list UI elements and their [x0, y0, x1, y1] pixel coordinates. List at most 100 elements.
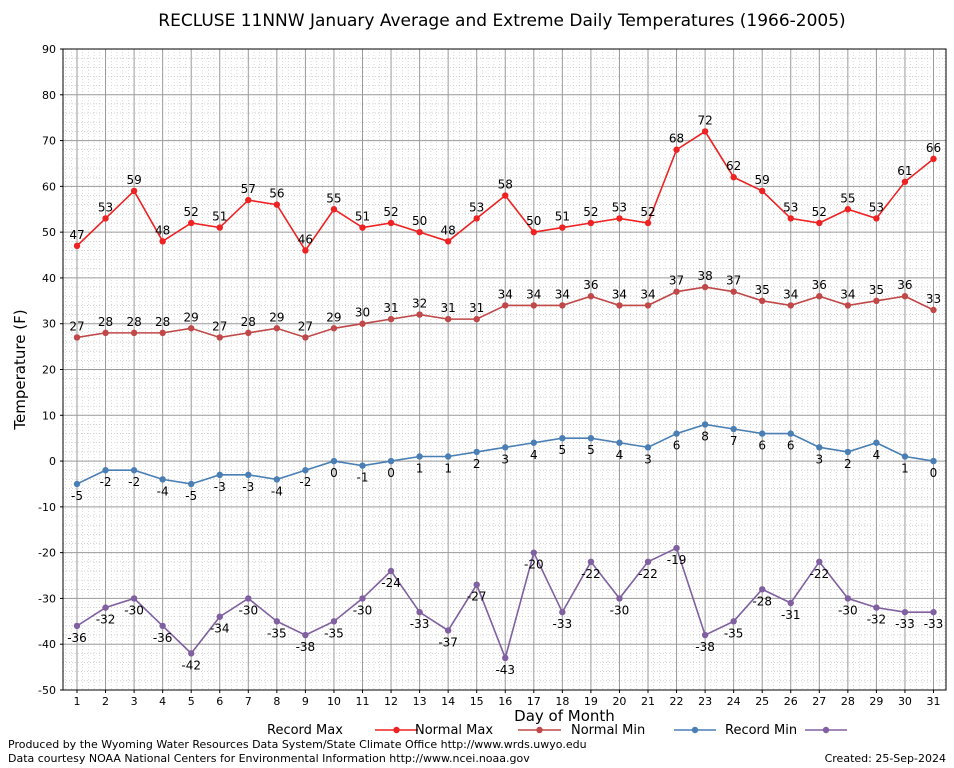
y-tick-label: 80	[42, 89, 56, 102]
legend-label: Normal Min	[571, 723, 645, 738]
y-tick-label: 30	[42, 318, 56, 331]
data-label: -32	[96, 613, 116, 627]
data-label: 7	[730, 434, 738, 448]
data-label: -30	[838, 603, 858, 617]
data-point	[759, 586, 766, 593]
data-label: 3	[501, 452, 509, 466]
major-grid	[63, 48, 946, 691]
x-tick-label: 17	[527, 695, 541, 708]
data-label: -30	[353, 603, 373, 617]
data-label: -22	[581, 567, 601, 581]
data-label: -30	[238, 603, 258, 617]
data-point	[330, 457, 338, 465]
data-label: 6	[758, 439, 766, 453]
legend-entry: Record Max	[267, 723, 418, 738]
data-point	[73, 480, 81, 488]
data-point	[216, 224, 223, 231]
data-point	[302, 247, 309, 254]
x-tick-label: 31	[927, 695, 941, 708]
data-point	[359, 224, 366, 231]
data-label: -35	[724, 626, 744, 640]
y-tick-label: 50	[42, 226, 56, 239]
data-label: 50	[412, 214, 427, 228]
data-point	[873, 439, 880, 446]
data-label: 1	[444, 461, 452, 475]
data-point	[844, 302, 852, 309]
data-label: 27	[69, 319, 84, 333]
data-point	[559, 608, 566, 616]
data-point	[844, 206, 852, 213]
data-label: -5	[71, 489, 83, 503]
data-point	[644, 302, 652, 309]
x-tick-label: 13	[413, 695, 427, 708]
data-point	[444, 238, 452, 245]
x-axis: 1 2 3 4 5 6 7 8 9 10 11 12 13 14 15 16 17 18 19 20 21 22 23 24 2…	[74, 690, 941, 708]
data-point	[502, 654, 509, 662]
data-label: 51	[555, 210, 570, 224]
x-tick-label: 1	[74, 695, 81, 708]
data-label: 8	[701, 429, 709, 443]
data-label: -33	[410, 617, 430, 631]
data-point	[216, 613, 223, 620]
legend-label: Normal Max	[415, 723, 493, 738]
data-point	[759, 297, 766, 305]
data-point	[387, 457, 395, 465]
data-label: -35	[324, 626, 344, 640]
legend-label: Record Min	[725, 723, 797, 738]
data-point	[844, 595, 852, 602]
data-point	[616, 595, 623, 602]
data-point	[273, 618, 281, 625]
y-tick-label: 90	[42, 43, 56, 56]
data-label: -19	[667, 553, 687, 567]
data-point	[273, 201, 281, 208]
data-point	[787, 599, 794, 607]
data-label: 3	[815, 452, 823, 466]
data-point	[530, 439, 537, 446]
data-label: -36	[153, 631, 173, 645]
data-point	[616, 302, 623, 309]
data-point	[901, 453, 909, 460]
data-point	[359, 595, 366, 602]
data-label: 33	[926, 292, 941, 306]
chart-title: RECLUSE 11NNW January Average and Extrem…	[158, 11, 845, 31]
data-label: -33	[924, 617, 944, 631]
data-point	[188, 650, 195, 657]
data-point	[330, 206, 338, 213]
data-label: 2	[473, 457, 481, 471]
data-label: 53	[469, 200, 484, 214]
data-label: 37	[726, 274, 741, 288]
data-label: 31	[383, 301, 398, 315]
data-label: -37	[438, 635, 458, 649]
legend-marker	[822, 726, 830, 734]
data-label: 59	[755, 173, 770, 187]
data-label: -42	[181, 658, 201, 672]
data-point	[844, 448, 852, 456]
data-point	[359, 462, 366, 469]
data-label: -22	[638, 567, 658, 581]
y-tick-label: 0	[49, 455, 56, 468]
data-point	[73, 334, 81, 341]
data-label: 48	[441, 223, 456, 237]
data-label: 51	[212, 210, 227, 224]
data-point	[387, 219, 395, 227]
data-label: -34	[210, 622, 230, 636]
data-point	[587, 219, 595, 227]
data-label: 4	[616, 448, 624, 462]
data-point	[188, 480, 195, 488]
data-point	[816, 444, 823, 451]
x-tick-label: 25	[755, 695, 769, 708]
y-tick-label: 20	[42, 364, 56, 377]
data-label: 28	[98, 315, 113, 329]
data-point	[416, 453, 423, 460]
data-point	[873, 215, 880, 222]
data-point	[444, 315, 452, 323]
x-tick-label: 3	[131, 695, 138, 708]
data-point	[901, 293, 909, 300]
data-label: 27	[298, 319, 313, 333]
data-label: 52	[583, 205, 598, 219]
data-point	[245, 471, 252, 479]
data-point	[359, 320, 366, 327]
data-point	[473, 581, 480, 588]
x-tick-label: 20	[612, 695, 626, 708]
series-record-max: 47 53 59 48 52 51 57 56 46 55 51 52 50 48 53 58 50 51 52 53…	[69, 113, 941, 254]
